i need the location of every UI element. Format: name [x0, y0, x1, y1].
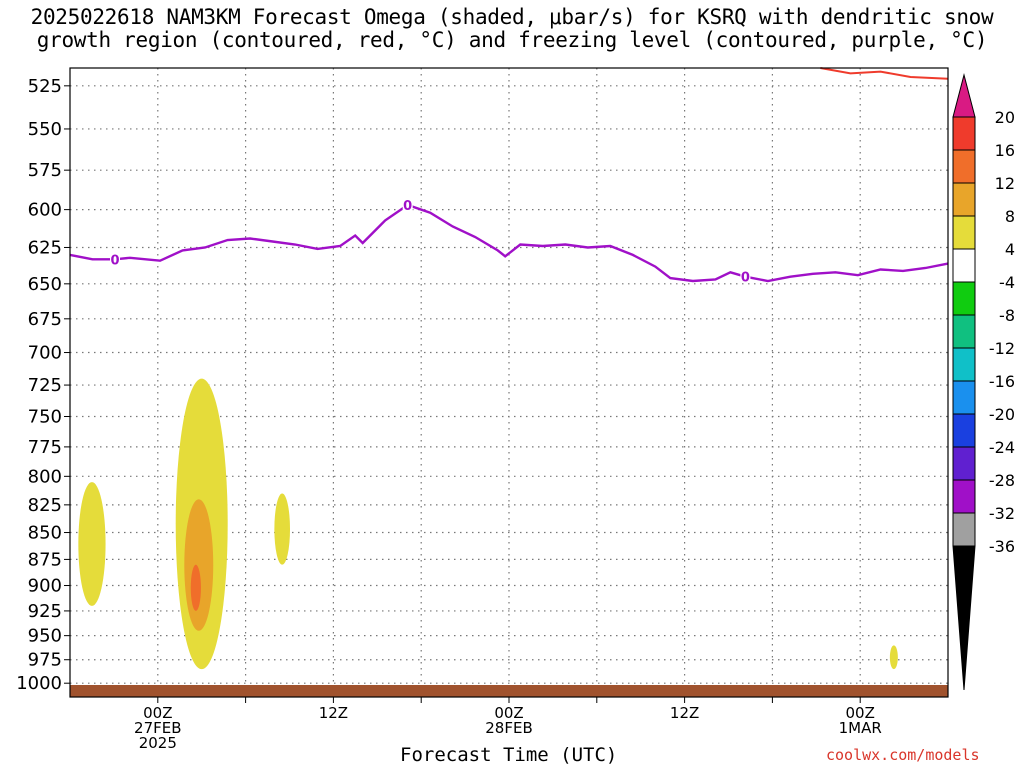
- omega-region-4: [274, 493, 291, 565]
- x-tick-label-2-1: 28FEB: [485, 719, 532, 737]
- colorbar-cell-6: [952, 281, 976, 316]
- freezing-label-bg-0: [110, 251, 121, 266]
- x-axis-label: Forecast Time (UTC): [400, 744, 618, 766]
- y-tick-label-775: 775: [28, 437, 62, 458]
- colorbar-label-13: -36: [989, 537, 1015, 556]
- freezing-label-2: 0: [741, 271, 750, 286]
- colorbar-bottom-arrow: [952, 545, 976, 691]
- x-tick-label-1-0: 12Z: [319, 704, 348, 722]
- colorbar-cell-7: [952, 314, 976, 349]
- colorbar-label-9: -20: [989, 405, 1015, 424]
- omega-shading: [78, 378, 898, 670]
- colorbar-label-6: -8: [999, 306, 1015, 325]
- omega-region-0: [78, 482, 106, 606]
- chart-title: 2025022618 NAM3KM Forecast Omega (shaded…: [0, 6, 1024, 52]
- colorbar-cell-10: [952, 413, 976, 448]
- x-tick-label-0-1: 27FEB: [134, 719, 181, 737]
- x-tick-label-0-2: 2025: [139, 734, 177, 752]
- y-tick-label-900: 900: [28, 576, 62, 597]
- colorbar-cell-13: [952, 512, 976, 547]
- y-tick-label-850: 850: [28, 523, 62, 544]
- colorbar-cell-8: [952, 347, 976, 382]
- freezing-label-1: 0: [403, 199, 412, 214]
- x-tick-label-4-0: 00Z: [846, 704, 875, 722]
- omega-region-3: [190, 564, 201, 611]
- dgz-contour-line: [820, 67, 949, 80]
- colorbar-label-8: -16: [989, 372, 1015, 391]
- contours: 0 0 0: [69, 67, 949, 286]
- y-tick-label-875: 875: [28, 549, 62, 570]
- colorbar-cell-5: [952, 248, 976, 283]
- y-tick-label-675: 675: [28, 309, 62, 330]
- colorbar-label-5: -4: [999, 273, 1015, 292]
- title-line-1: 2025022618 NAM3KM Forecast Omega (shaded…: [30, 5, 994, 29]
- colorbar-cell-4: [952, 215, 976, 250]
- y-tick-label-1000: 1000: [16, 673, 62, 694]
- omega-region-2: [184, 499, 214, 631]
- colorbar-cell-9: [952, 380, 976, 415]
- y-tick-label-950: 950: [28, 626, 62, 647]
- colorbar-top-arrow: [952, 73, 976, 118]
- grid-lines: [70, 68, 948, 697]
- freezing-level-line: [69, 203, 949, 283]
- terrain-fill: [70, 685, 948, 697]
- omega-region-5: [889, 645, 898, 670]
- colorbar-label-4: 4: [1005, 240, 1015, 259]
- x-tick-label-4-1: 1MAR: [839, 719, 882, 737]
- freezing-label-bg-1: [402, 196, 413, 211]
- colorbar-label-7: -12: [989, 339, 1015, 358]
- x-tick-label-3-0: 12Z: [670, 704, 699, 722]
- colorbar-cell-11: [952, 446, 976, 481]
- colorbar-label-12: -32: [989, 504, 1015, 523]
- x-tick-label-2-0: 00Z: [494, 704, 523, 722]
- colorbar: 20 16 12 8 4 -4 -8 -12 -16 -20 -24 -28 -32 -36: [952, 73, 1015, 691]
- colorbar-label-11: -28: [989, 471, 1015, 490]
- colorbar-label-0: 20: [995, 108, 1015, 127]
- colorbar-cell-3: [952, 182, 976, 217]
- freezing-label-0: 0: [111, 253, 120, 268]
- y-tick-label-750: 750: [28, 406, 62, 427]
- colorbar-cell-1: [952, 116, 976, 151]
- terrain-strip: [70, 685, 948, 697]
- colorbar-cell-12: [952, 479, 976, 514]
- colorbar-label-10: -24: [989, 438, 1015, 457]
- y-tick-label-650: 650: [28, 274, 62, 295]
- y-tick-label-600: 600: [28, 200, 62, 221]
- y-tick-label-825: 825: [28, 495, 62, 516]
- y-tick-label-625: 625: [28, 237, 62, 258]
- colorbar-label-1: 16: [995, 141, 1015, 160]
- colorbar-label-3: 8: [1005, 207, 1015, 226]
- freezing-label-bg-2: [740, 268, 751, 283]
- y-axis-ticks: 525 550 575 600 625 650 675 700 725 750 775 800 825 8…: [16, 76, 70, 694]
- title-line-2: growth region (contoured, red, °C) and f…: [36, 28, 988, 52]
- y-tick-label-925: 925: [28, 601, 62, 622]
- y-tick-label-575: 575: [28, 160, 62, 181]
- y-tick-label-525: 525: [28, 76, 62, 97]
- colorbar-label-2: 12: [995, 174, 1015, 193]
- colorbar-cell-2: [952, 149, 976, 184]
- y-tick-label-550: 550: [28, 119, 62, 140]
- credit-text[interactable]: coolwx.com/models: [826, 746, 980, 764]
- y-tick-label-700: 700: [28, 343, 62, 364]
- y-tick-label-800: 800: [28, 466, 62, 487]
- x-tick-label-0-0: 00Z: [143, 704, 172, 722]
- y-tick-label-975: 975: [28, 650, 62, 671]
- y-tick-label-725: 725: [28, 375, 62, 396]
